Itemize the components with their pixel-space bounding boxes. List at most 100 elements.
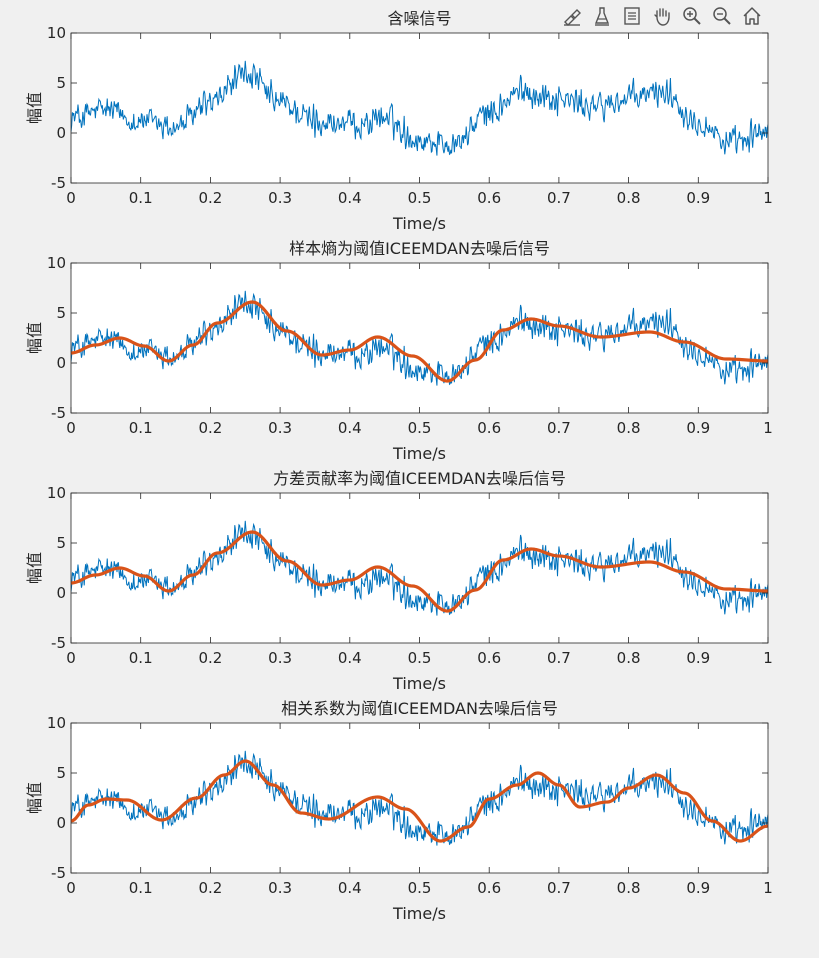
subplot-title: 方差贡献率为阈值ICEEMDAN去噪后信号 [273,469,566,488]
noisy-signal-line [71,750,768,846]
y-tick-label: 10 [47,714,66,732]
x-tick-label: 0.8 [617,419,641,437]
x-tick-label: 0.7 [547,419,571,437]
x-tick-label: 0.2 [198,189,222,207]
x-tick-label: 0.7 [547,189,571,207]
y-tick-label: 5 [56,74,66,92]
brush-button[interactable] [558,2,586,30]
subplot-3: 0 0.1 0.2 0.3 0.4 0.5 0.6 0.7 0.8 0.9 1-50510方差贡献率… [25,469,773,693]
y-tick-label: -5 [51,634,66,652]
x-axis-label: Time/s [392,674,446,693]
y-tick-label: 5 [56,534,66,552]
x-tick-label: 0.4 [338,189,362,207]
x-tick-label: 1 [763,649,773,667]
axes-background [71,723,768,873]
colorbar-icon [594,7,610,26]
y-tick-label: -5 [51,404,66,422]
x-tick-label: 0.3 [268,879,292,897]
x-tick-label: 0.7 [547,879,571,897]
colorbar-button[interactable] [588,2,616,30]
y-tick-label: -5 [51,174,66,192]
noisy-signal-line [71,290,768,386]
denoised-signal-line [71,759,768,843]
subplot-title: 含噪信号 [387,9,451,28]
x-tick-label: 0.5 [408,189,432,207]
x-tick-label: 0.5 [408,419,432,437]
legend-button[interactable] [618,2,646,30]
zoom-out-button[interactable] [708,2,736,30]
x-tick-label: 0.6 [477,649,501,667]
zoom-in-icon [683,7,701,25]
home-icon [743,7,761,25]
x-tick-label: 0.2 [198,879,222,897]
figure-toolbar [558,2,766,30]
pan-icon [654,8,670,26]
x-tick-label: 0.3 [268,419,292,437]
denoised-signal-line [71,300,768,383]
subplot-title: 相关系数为阈值ICEEMDAN去噪后信号 [281,699,558,718]
x-axis-label: Time/s [392,904,446,923]
zoom-out-icon [713,7,731,25]
x-tick-label: 0 [66,419,76,437]
denoised-signal-line [71,530,768,613]
y-tick-label: 5 [56,764,66,782]
x-tick-label: 0 [66,189,76,207]
y-tick-label: -5 [51,864,66,882]
y-tick-label: 0 [56,814,66,832]
subplot-title: 样本熵为阈值ICEEMDAN去噪后信号 [289,239,550,258]
home-button[interactable] [738,2,766,30]
axes-background [71,493,768,643]
y-axis-label: 幅值 [25,552,44,584]
x-tick-label: 0.1 [129,879,153,897]
axes-background [71,33,768,183]
x-tick-label: 1 [763,419,773,437]
x-tick-label: 0.3 [268,649,292,667]
zoom-in-button[interactable] [678,2,706,30]
x-tick-label: 0.5 [408,879,432,897]
x-tick-label: 0.1 [129,189,153,207]
x-tick-label: 0.4 [338,649,362,667]
y-tick-label: 0 [56,584,66,602]
y-axis-label: 幅值 [25,322,44,354]
x-tick-label: 0.9 [686,419,710,437]
x-tick-label: 0.5 [408,649,432,667]
x-tick-label: 0.1 [129,649,153,667]
x-tick-label: 0.9 [686,879,710,897]
axes-background [71,263,768,413]
y-tick-label: 0 [56,124,66,142]
x-tick-label: 0.9 [686,189,710,207]
x-tick-label: 1 [763,189,773,207]
y-axis-label: 幅值 [25,92,44,124]
y-tick-label: 10 [47,24,66,42]
noisy-signal-line [71,520,768,616]
x-tick-label: 0.6 [477,879,501,897]
x-tick-label: 0.2 [198,649,222,667]
x-axis-label: Time/s [392,444,446,463]
x-tick-label: 0 [66,649,76,667]
x-tick-label: 0.3 [268,189,292,207]
x-tick-label: 0.2 [198,419,222,437]
y-tick-label: 10 [47,484,66,502]
x-tick-label: 0.6 [477,189,501,207]
x-tick-label: 1 [763,879,773,897]
y-tick-label: 0 [56,354,66,372]
y-axis-label: 幅值 [25,782,44,814]
subplot-1: 0 0.1 0.2 0.3 0.4 0.5 0.6 0.7 0.8 0.9 1-50510含噪信号T… [25,9,773,233]
pan-button[interactable] [648,2,676,30]
legend-icon [624,7,640,25]
x-tick-label: 0.8 [617,189,641,207]
x-tick-label: 0 [66,879,76,897]
noisy-signal-line [71,60,768,156]
subplot-4: 0 0.1 0.2 0.3 0.4 0.5 0.6 0.7 0.8 0.9 1-50510相关系数为… [25,699,773,923]
x-tick-label: 0.1 [129,419,153,437]
brush-icon [564,9,581,26]
x-tick-label: 0.8 [617,879,641,897]
x-tick-label: 0.8 [617,649,641,667]
subplot-2: 0 0.1 0.2 0.3 0.4 0.5 0.6 0.7 0.8 0.9 1-50510样本熵为阈… [25,239,773,463]
x-tick-label: 0.4 [338,419,362,437]
x-axis-label: Time/s [392,214,446,233]
x-tick-label: 0.7 [547,649,571,667]
x-tick-label: 0.6 [477,419,501,437]
x-tick-label: 0.4 [338,879,362,897]
